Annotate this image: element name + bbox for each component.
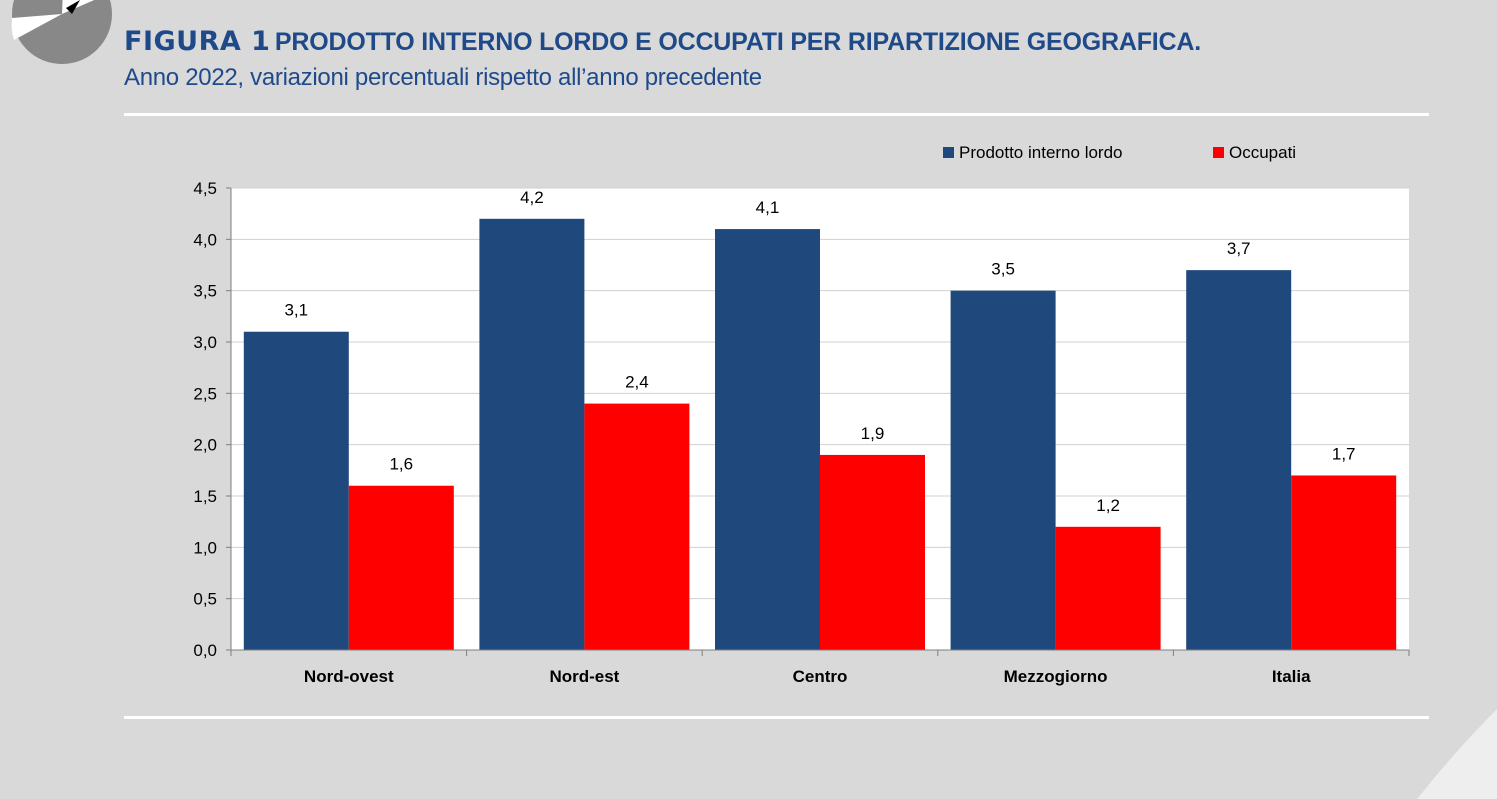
x-tick-label: Centro (793, 667, 848, 686)
figure-title: FIGURA 1 PRODOTTO INTERNO LORDO E OCCUPA… (124, 26, 1201, 57)
bar (950, 290, 1056, 650)
data-label: 1,6 (389, 455, 413, 474)
data-label: 1,2 (1096, 496, 1120, 515)
legend-label: Occupati (1229, 143, 1296, 162)
legend-swatch (1213, 147, 1224, 158)
bar (243, 331, 349, 650)
x-tick-label: Nord-est (549, 667, 619, 686)
data-label: 1,9 (861, 424, 885, 443)
y-tick-label: 0,5 (193, 590, 217, 609)
data-label: 3,7 (1227, 239, 1251, 258)
top-divider (124, 113, 1429, 116)
bar (348, 485, 454, 650)
x-tick-label: Italia (1272, 667, 1311, 686)
data-label: 1,7 (1332, 444, 1356, 463)
data-label: 3,1 (284, 301, 308, 320)
y-tick-label: 4,5 (193, 179, 217, 198)
data-label: 4,2 (520, 188, 544, 207)
legend-label: Prodotto interno lordo (959, 143, 1123, 162)
y-tick-label: 1,5 (193, 487, 217, 506)
data-label: 4,1 (756, 198, 780, 217)
y-tick-label: 1,0 (193, 538, 217, 557)
pie-logo-decoration (11, 0, 112, 64)
bar (1291, 475, 1397, 650)
x-tick-label: Nord-ovest (304, 667, 394, 686)
bottom-divider (124, 716, 1429, 719)
bar (479, 218, 585, 651)
x-tick-label: Mezzogiorno (1004, 667, 1108, 686)
figure-label: FIGURA 1 (124, 26, 271, 57)
legend-swatch (943, 147, 954, 158)
bar (584, 403, 690, 650)
corner-decoration (1417, 709, 1497, 799)
y-tick-label: 0,0 (193, 641, 217, 660)
data-label: 2,4 (625, 373, 649, 392)
bar (1055, 526, 1161, 650)
bar (820, 454, 925, 650)
y-tick-label: 2,0 (193, 436, 217, 455)
y-tick-label: 3,0 (193, 333, 217, 352)
data-label: 3,5 (991, 260, 1015, 279)
figure-subtitle: Anno 2022, variazioni percentuali rispet… (124, 64, 762, 91)
bar (715, 229, 820, 651)
y-tick-label: 3,5 (193, 282, 217, 301)
bar (1186, 270, 1292, 650)
y-tick-label: 4,0 (193, 230, 217, 249)
figure-title-text: PRODOTTO INTERNO LORDO E OCCUPATI PER RI… (274, 28, 1201, 56)
y-tick-label: 2,5 (193, 384, 217, 403)
